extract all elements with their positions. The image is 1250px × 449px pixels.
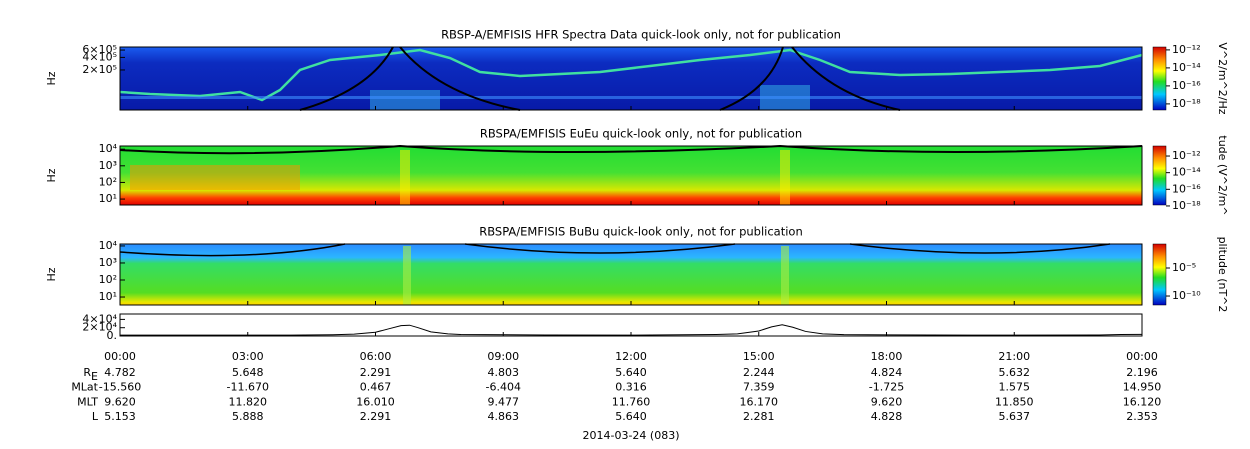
y-axis-label: Hz [45,267,58,281]
ephemeris-value: 2.281 [743,410,775,423]
colorbar [1152,46,1167,111]
x-tick-label: 18:00 [871,350,903,363]
y-tick-label: 4×10⁵ [82,50,117,63]
colorbar [1152,243,1167,306]
y-tick-label: 4×10⁴ [82,312,117,325]
y-tick-label: 10⁴ [99,239,118,252]
colorbar-tick-label: 10⁻¹⁴ [1172,61,1201,74]
ephemeris-value: 0.316 [615,381,647,394]
ephemeris-value: 5.648 [232,366,264,379]
y-tick-label: 6×10⁵ [82,43,117,56]
ephemeris-value: -11.670 [227,381,269,394]
x-tick-label: 03:00 [232,350,264,363]
ephemeris-value: 9.620 [104,395,136,408]
y-tick-label: 10² [99,273,117,286]
ephemeris-value: 9.477 [488,395,520,408]
ephemeris-value: 11.850 [995,395,1034,408]
ephemeris-value: 2.291 [360,366,392,379]
y-axis-label: Hz [45,71,58,85]
spectrogram-image [119,46,1143,305]
ephemeris-value: 4.863 [488,410,520,423]
y-tick-label: 10³ [99,256,117,269]
x-tick-label: 09:00 [487,350,519,363]
ephemeris-value: 11.760 [612,395,651,408]
x-tick-label: 00:00 [1126,350,1158,363]
y-tick-label: 10¹ [99,290,117,303]
ephemeris-value: 2.291 [360,410,392,423]
colorbar [1152,145,1167,206]
colorbar-title: plitude (nT^2 [1216,237,1229,313]
x-tick-label: 06:00 [360,350,392,363]
ephemeris-label: R [83,366,91,379]
y-tick-label: 2×10⁵ [82,63,117,76]
y-tick-label: 10² [99,175,117,188]
colorbar-tick-label: 10⁻¹⁶ [1172,79,1201,92]
panel-title: RBSP-A/EMFISIS HFR Spectra Data quick-lo… [441,28,841,42]
ephemeris-value: 14.950 [1123,381,1162,394]
ephemeris-value: 5.640 [615,366,647,379]
ephemeris-value: 5.640 [615,410,647,423]
ephemeris-value: 16.170 [740,395,779,408]
ephemeris-label: MLT [77,395,98,408]
line [120,324,1143,336]
x-tick-label: 15:00 [743,350,775,363]
ephemeris-value: 5.888 [232,410,264,423]
panel-title: RBSPA/EMFISIS EuEu quick-look only, not … [480,127,802,141]
ephemeris-value: 2.353 [1126,410,1158,423]
date-label: 2014-03-24 (083) [582,429,679,442]
ephemeris-value: 2.244 [743,366,775,379]
ephemeris-value: 0.467 [360,381,392,394]
ephemeris-value: 16.120 [1123,395,1162,408]
ephemeris-value: 5.632 [999,366,1031,379]
ephemeris-label: MLat [71,381,98,394]
ephemeris-value: 7.359 [743,381,775,394]
y-tick-label: 10³ [99,159,117,172]
ephemeris-value: 11.820 [229,395,268,408]
ephemeris-value: -15.560 [99,381,141,394]
x-tick-label: 21:00 [998,350,1030,363]
ephemeris-value: 5.637 [999,410,1031,423]
ephemeris-value: 4.828 [871,410,903,423]
ephemeris-value: 16.010 [356,395,395,408]
ephemeris-value: 5.153 [104,410,136,423]
colorbar-tick-label: 10⁻¹⁰ [1172,289,1201,302]
colorbar-title: tude (V^2/m^ [1216,135,1229,215]
ephemeris-value: 4.824 [871,366,903,379]
ephemeris-value: -6.404 [486,381,521,394]
y-tick-label: 10¹ [99,192,117,205]
ephemeris-value: 2.196 [1126,366,1158,379]
y-axis-label: Hz [45,168,58,182]
plots: 10⁻¹² 10⁻¹⁴ 10⁻¹⁶ 10⁻¹⁸ V^2/m^2/Hz RBSP-A/EMF… [45,28,1229,443]
ephemeris-label-sub: E [91,370,98,383]
ephemeris-value: 4.803 [488,366,520,379]
y-tick-label: 0. [107,329,118,342]
colorbar-tick-label: 10⁻¹⁴ [1172,166,1201,179]
colorbar-tick-label: 10⁻¹⁶ [1172,182,1201,195]
x-tick-label: 12:00 [615,350,647,363]
colorbar-tick-label: 10⁻¹⁸ [1172,199,1201,212]
colorbar-title: V^2/m^2/Hz [1216,42,1229,114]
ephemeris-value: -1.725 [869,381,904,394]
y-tick-label: 10⁴ [99,142,118,155]
ephemeris-value: 4.782 [104,366,136,379]
colorbar-tick-label: 10⁻¹² [1172,43,1201,56]
y-tick-label: 2×10⁴ [82,321,117,334]
x-tick-label: 00:00 [104,350,136,363]
colorbar-tick-label: 10⁻¹⁸ [1172,97,1201,110]
ephemeris-value: 9.620 [871,395,903,408]
colorbar-tick-label: 10⁻¹² [1172,149,1201,162]
colorbar-tick-label: 10⁻⁵ [1172,261,1196,274]
panel-title: RBSPA/EMFISIS BuBu quick-look only, not … [479,225,803,239]
ephemeris-label: L [92,410,99,423]
ephemeris-value: 1.575 [999,381,1031,394]
